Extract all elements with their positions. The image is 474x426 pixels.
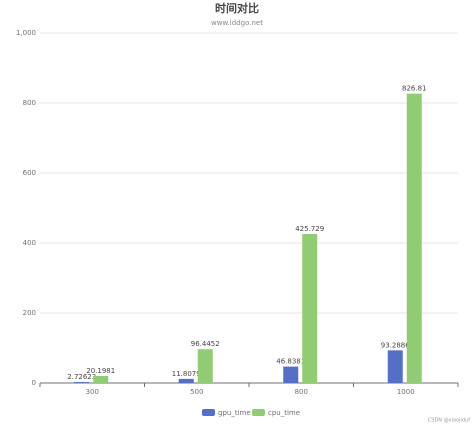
legend-swatch — [252, 409, 265, 416]
bar — [283, 366, 299, 383]
value-label: 2.72623 — [67, 373, 96, 381]
bar — [406, 93, 422, 383]
bar — [93, 375, 109, 383]
legend-label: gpu_time — [218, 409, 251, 417]
value-label: 20.1981 — [86, 367, 115, 375]
bar — [74, 382, 90, 383]
x-tick-label: 1000 — [397, 388, 415, 396]
y-tick-label: 600 — [23, 169, 36, 177]
value-label: 11.8079 — [172, 370, 201, 378]
chart-title: 时间对比 — [215, 1, 259, 15]
value-label: 96.4452 — [191, 340, 220, 348]
x-tick-label: 500 — [190, 388, 203, 396]
legend-swatch — [202, 409, 215, 416]
y-tick-label: 800 — [23, 99, 36, 107]
bar — [178, 378, 194, 383]
chart-subtitle: www.lddgo.net — [211, 19, 263, 27]
x-tick-label: 800 — [295, 388, 308, 396]
x-tick-label: 300 — [86, 388, 99, 396]
value-label: 826.81 — [402, 85, 427, 93]
bar — [302, 233, 318, 383]
y-tick-label: 1,000 — [16, 29, 36, 37]
legend-label: cpu_time — [268, 409, 300, 417]
value-label: 425.729 — [295, 225, 324, 233]
bar — [387, 350, 403, 383]
y-tick-label: 0 — [32, 379, 36, 387]
value-label: 46.8381 — [276, 358, 305, 366]
y-tick-label: 200 — [23, 309, 36, 317]
bar — [197, 349, 213, 383]
y-tick-label: 400 — [23, 239, 36, 247]
value-label: 93.2886 — [381, 341, 410, 349]
watermark: CSDN @xiaojiduf — [428, 418, 470, 424]
